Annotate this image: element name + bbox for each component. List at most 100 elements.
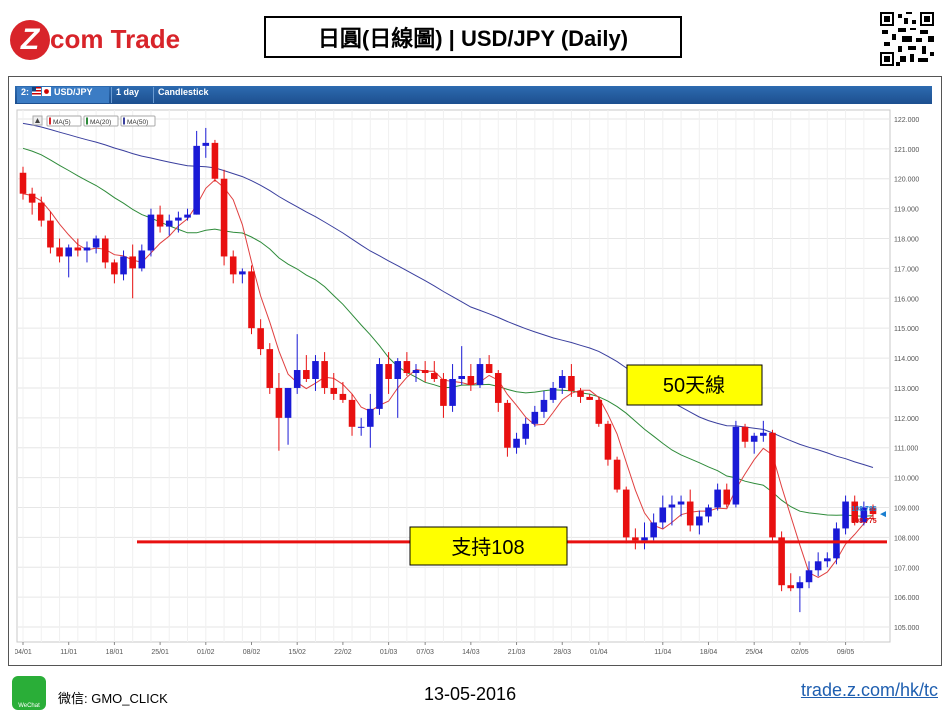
candle-body xyxy=(787,585,795,589)
ma50-callout: 50天線 xyxy=(626,364,763,406)
ma50-callout-box xyxy=(626,364,763,406)
x-tick-label: 09/05 xyxy=(837,649,855,656)
candle xyxy=(668,495,676,526)
x-tick-label: 18/04 xyxy=(700,649,718,656)
logo-wordmark: com Trade xyxy=(50,24,181,54)
candle xyxy=(440,373,447,418)
y-tick-label: 108.000 xyxy=(894,535,919,542)
chart-type-tab[interactable]: Candlestick xyxy=(153,87,211,103)
candle xyxy=(394,358,402,418)
candle-body xyxy=(284,387,292,418)
candle-body xyxy=(824,558,831,562)
candle-body xyxy=(769,432,776,538)
candle-body xyxy=(19,172,27,194)
candle xyxy=(348,393,356,436)
x-tick-label: 15/02 xyxy=(288,649,306,656)
candle xyxy=(312,355,319,391)
y-tick-label: 122.000 xyxy=(894,117,919,124)
legend-swatch xyxy=(123,117,125,125)
y-axis: 105.000 106.000 107.000 108.000 109.000 110.0… xyxy=(894,117,919,632)
candle xyxy=(431,361,438,382)
candle-body xyxy=(760,432,767,436)
y-tick-label: 107.000 xyxy=(894,565,919,572)
usdjpy-candlestick-chart[interactable]: 105.000 106.000 107.000 108.000 109.000 110.0… xyxy=(15,104,932,662)
candle xyxy=(202,127,210,158)
candle-body xyxy=(165,220,173,227)
ma20-line xyxy=(22,147,874,517)
candle xyxy=(677,495,685,517)
price-tag-upper: 108.785 xyxy=(851,506,876,513)
x-tick-label: 18/01 xyxy=(106,649,124,656)
candle-body xyxy=(202,142,210,146)
candle xyxy=(403,352,411,376)
candle xyxy=(494,370,502,412)
x-tick-label: 25/01 xyxy=(151,649,169,656)
x-tick-label: 14/03 xyxy=(462,649,480,656)
candle xyxy=(275,373,283,451)
candle xyxy=(37,196,45,227)
x-tick-label: 08/02 xyxy=(243,649,261,656)
zcom-trade-logo: Z com Trade xyxy=(10,18,210,64)
x-tick-label: 11/01 xyxy=(60,649,77,656)
candle xyxy=(696,510,703,535)
candle-body xyxy=(220,178,228,257)
candle xyxy=(449,364,456,412)
candle xyxy=(851,495,859,526)
candle xyxy=(47,211,54,254)
candle-body xyxy=(677,501,685,505)
legend-item xyxy=(120,115,156,127)
candle-body xyxy=(229,256,237,275)
moving-averages xyxy=(22,122,874,578)
candle-body xyxy=(705,507,712,517)
candle-body xyxy=(339,393,347,400)
candle-body xyxy=(778,537,785,586)
candle xyxy=(714,483,721,511)
candle xyxy=(531,405,539,427)
candle xyxy=(540,390,548,418)
candle-body xyxy=(56,247,63,257)
candle xyxy=(814,552,822,577)
candle-body xyxy=(485,364,493,374)
interval-tab[interactable]: 1 day xyxy=(111,87,151,103)
candle xyxy=(604,420,612,466)
candle-body xyxy=(293,370,301,388)
candle-body xyxy=(686,501,694,526)
candle-body xyxy=(650,522,657,538)
website-link[interactable]: trade.z.com/hk/tc xyxy=(800,680,938,700)
x-tick-label: 01/02 xyxy=(197,649,215,656)
candle xyxy=(824,552,831,568)
price-tag-lower: 108.775 xyxy=(851,518,876,525)
x-tick-label: 28/03 xyxy=(553,649,571,656)
price-arrow-icon xyxy=(880,511,886,518)
y-tick-label: 109.000 xyxy=(894,506,919,513)
candle-body xyxy=(275,387,283,418)
candle-body xyxy=(613,459,621,490)
logo-z-mark: Z xyxy=(10,20,50,60)
x-tick-label: 22/02 xyxy=(334,649,352,656)
candle xyxy=(120,250,127,281)
candle-body xyxy=(184,214,191,218)
candle-body xyxy=(440,378,447,406)
candle xyxy=(211,139,219,182)
candle xyxy=(504,399,511,457)
candle-body xyxy=(111,262,118,275)
symbol-tab[interactable]: 2: USD/JPY xyxy=(17,87,109,103)
candle-body xyxy=(248,271,255,329)
legend-item xyxy=(83,115,119,127)
symbol-label: USD/JPY xyxy=(54,87,93,97)
candle xyxy=(421,361,429,382)
wechat-id: 微信: GMO_CLICK xyxy=(58,691,168,706)
candle xyxy=(586,393,593,400)
candle-body xyxy=(147,214,155,251)
candle-body xyxy=(348,399,356,427)
plot-border xyxy=(16,109,891,643)
x-tick-label: 25/04 xyxy=(745,649,763,656)
candle xyxy=(385,352,392,394)
support-callout-label: 支持108 xyxy=(451,536,524,559)
y-tick-label: 115.000 xyxy=(894,326,919,333)
candle xyxy=(476,358,484,388)
y-tick-label: 119.000 xyxy=(894,207,919,214)
candle-body xyxy=(412,370,420,374)
candle-body xyxy=(385,364,392,379)
candle xyxy=(641,522,648,550)
